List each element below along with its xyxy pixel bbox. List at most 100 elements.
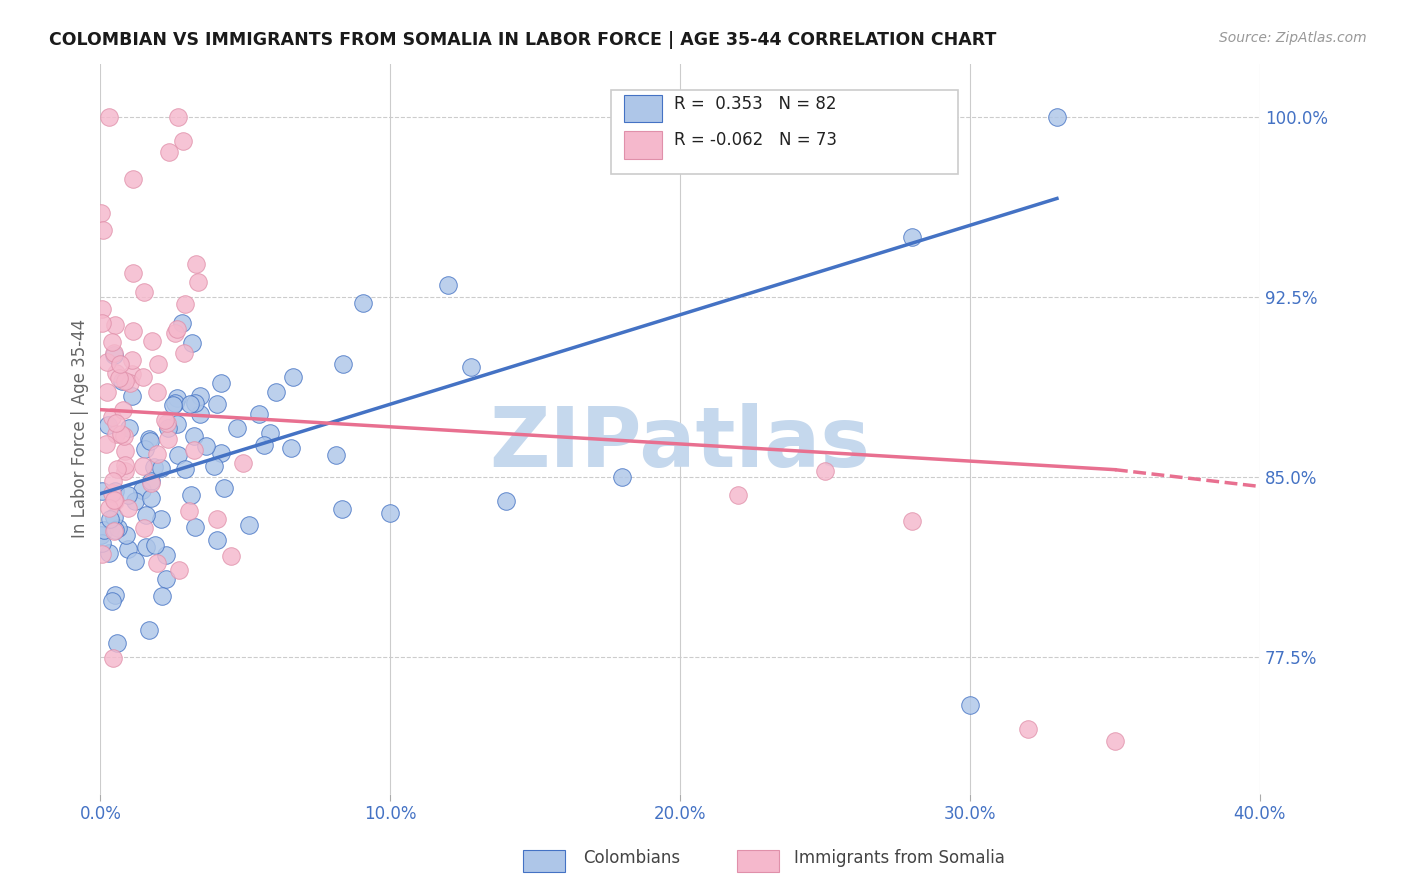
Point <box>173 462 195 476</box>
Point <box>118 376 141 391</box>
Point <box>107 521 129 535</box>
Text: R = -0.062   N = 73: R = -0.062 N = 73 <box>675 131 838 149</box>
Point <box>155 413 177 427</box>
Point <box>157 145 180 159</box>
Point <box>97 418 120 433</box>
Point <box>156 432 179 446</box>
Point <box>380 506 402 520</box>
Point <box>166 417 188 431</box>
Point <box>103 348 125 362</box>
Point <box>157 420 180 434</box>
Point <box>121 368 143 382</box>
Point <box>183 429 205 443</box>
Point <box>122 266 145 280</box>
Point <box>610 470 633 484</box>
Point <box>156 416 179 430</box>
Point <box>124 494 146 508</box>
Point <box>150 512 173 526</box>
Point <box>97 501 120 516</box>
Point <box>135 540 157 554</box>
Point <box>901 515 924 529</box>
Point <box>103 493 125 508</box>
Point <box>97 110 120 124</box>
FancyBboxPatch shape <box>624 131 662 159</box>
Point <box>184 520 207 534</box>
Point <box>104 318 127 333</box>
Point <box>172 316 194 330</box>
Point <box>134 285 156 300</box>
Point <box>188 388 211 402</box>
Point <box>141 334 163 348</box>
Point <box>108 358 131 372</box>
Point <box>173 346 195 360</box>
Point <box>141 491 163 506</box>
Point <box>121 172 143 186</box>
Point <box>166 322 188 336</box>
Point <box>104 483 127 498</box>
Point <box>100 485 122 500</box>
Point <box>103 509 125 524</box>
Point <box>121 389 143 403</box>
Point <box>238 518 260 533</box>
Point <box>166 448 188 462</box>
Point <box>247 407 270 421</box>
Point <box>162 398 184 412</box>
Text: COLOMBIAN VS IMMIGRANTS FROM SOMALIA IN LABOR FORCE | AGE 35-44 CORRELATION CHAR: COLOMBIAN VS IMMIGRANTS FROM SOMALIA IN … <box>49 31 997 49</box>
Point <box>814 464 837 478</box>
Text: Colombians: Colombians <box>583 849 681 867</box>
Point <box>139 434 162 448</box>
Point <box>104 493 127 508</box>
Point <box>93 523 115 537</box>
Y-axis label: In Labor Force | Age 35-44: In Labor Force | Age 35-44 <box>72 319 89 539</box>
Point <box>180 488 202 502</box>
Point <box>179 396 201 410</box>
Point <box>166 391 188 405</box>
Point <box>91 223 114 237</box>
Point <box>114 464 136 478</box>
Point <box>100 334 122 349</box>
Point <box>195 439 218 453</box>
Point <box>105 462 128 476</box>
Text: ZIPatlas: ZIPatlas <box>489 403 870 484</box>
Point <box>103 651 125 665</box>
Point <box>91 484 114 499</box>
Point <box>495 494 517 508</box>
Point <box>150 460 173 475</box>
Point <box>112 429 135 443</box>
Text: Immigrants from Somalia: Immigrants from Somalia <box>794 849 1005 867</box>
Point <box>959 698 981 712</box>
Point <box>209 376 232 390</box>
Point <box>1046 110 1069 124</box>
Point <box>103 524 125 538</box>
Point <box>138 432 160 446</box>
FancyBboxPatch shape <box>624 95 662 122</box>
Point <box>202 459 225 474</box>
Point <box>90 206 112 220</box>
Point <box>163 396 186 410</box>
Point <box>101 594 124 608</box>
Point <box>226 420 249 434</box>
Point <box>1017 722 1039 736</box>
Point <box>253 438 276 452</box>
Point <box>118 420 141 434</box>
Point <box>281 370 304 384</box>
Point <box>165 326 187 340</box>
Point <box>139 474 162 488</box>
Point <box>117 542 139 557</box>
FancyBboxPatch shape <box>610 89 959 174</box>
Point <box>280 441 302 455</box>
Point <box>114 375 136 389</box>
Point <box>212 481 235 495</box>
Point <box>138 623 160 637</box>
Point <box>332 357 354 371</box>
Point <box>181 335 204 350</box>
Point <box>114 458 136 472</box>
Point <box>103 474 125 488</box>
Point <box>177 504 200 518</box>
Point <box>209 446 232 460</box>
Point <box>97 546 120 560</box>
Point <box>205 533 228 547</box>
Point <box>96 384 118 399</box>
Point <box>901 230 924 244</box>
Point <box>104 427 127 442</box>
